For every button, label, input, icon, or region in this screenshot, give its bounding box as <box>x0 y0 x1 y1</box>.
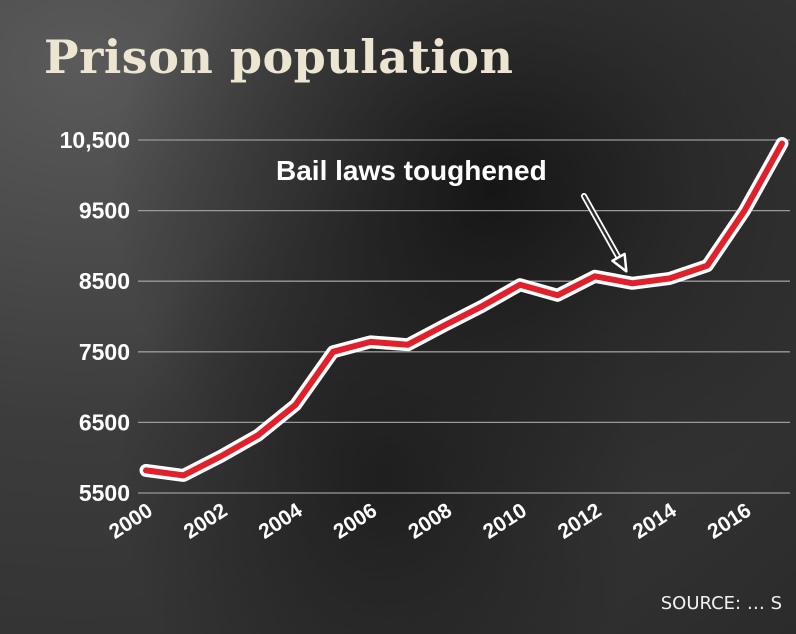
series-line-outline <box>139 137 789 482</box>
x-tick-label: 2004 <box>255 499 307 544</box>
x-axis-ticks: 2000 2002 2004 2006 2008 2010 2012 2014 2016 <box>105 499 755 544</box>
gridlines <box>138 139 790 494</box>
x-tick-label: 2006 <box>329 499 381 544</box>
y-tick-label: 10,500 <box>60 127 130 153</box>
annotation-group: Bail laws toughened <box>276 155 628 273</box>
series-line <box>143 140 785 479</box>
x-tick-label: 2012 <box>554 499 606 544</box>
y-tick-label: 5500 <box>79 480 130 506</box>
source-note: SOURCE: … S <box>660 593 782 614</box>
y-tick-label: 8500 <box>79 268 130 294</box>
y-tick-label: 7500 <box>79 339 130 365</box>
x-tick-label: 2014 <box>629 499 681 544</box>
chart-title: Prison population <box>44 30 514 84</box>
y-tick-label: 6500 <box>79 409 130 435</box>
y-axis-ticks: 5500 6500 7500 8500 9500 10,500 <box>60 127 130 506</box>
x-tick-label: 2008 <box>404 499 456 544</box>
x-tick-label: 2002 <box>180 499 232 544</box>
x-tick-label: 2016 <box>704 499 756 544</box>
annotation-arrow-head <box>611 252 628 273</box>
series-layer <box>139 137 789 482</box>
y-tick-label: 9500 <box>79 198 130 224</box>
annotation-arrow-core <box>582 194 620 259</box>
annotation-label: Bail laws toughened <box>276 155 547 186</box>
x-tick-label: 2010 <box>479 499 531 544</box>
